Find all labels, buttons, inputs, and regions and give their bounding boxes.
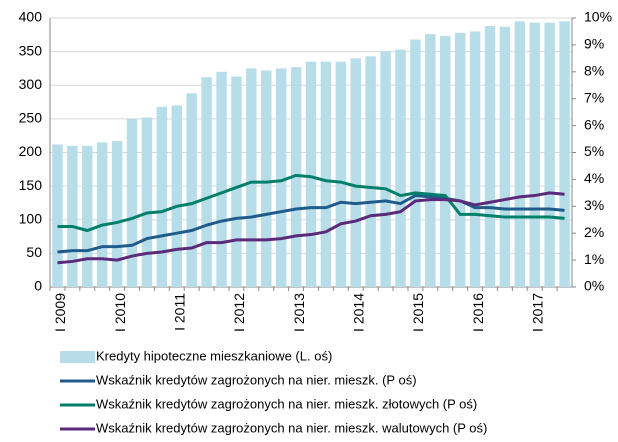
bar [275,68,287,287]
legend-label: Wskaźnik kredytów zagrożonych na nier. m… [96,372,417,387]
legend-label: Wskaźnik kredytów zagrożonych na nier. m… [96,420,487,435]
x-tick-label: I 2015 [410,293,426,332]
y2-tick-label: 3% [584,197,604,213]
y-tick-label: 350 [19,42,43,58]
bar [96,142,108,287]
x-tick-label: I 2012 [231,293,247,332]
bar [410,39,421,287]
bar [246,68,257,287]
bar [186,93,197,287]
bar [335,61,347,288]
x-tick-label: I 2016 [470,293,486,332]
bar [350,58,361,287]
x-tick-label: I 2011 [171,293,187,331]
bar [514,21,526,288]
y-tick-label: 100 [19,210,43,226]
bar [559,21,570,288]
line [57,191,565,265]
legend-label: Kredyty hipoteczne mieszkaniowe (L. oś) [96,348,332,363]
bar [261,70,272,287]
x-tick-label: I 2009 [52,293,68,332]
bar [380,51,391,287]
y2-tick-label: 10% [584,9,612,25]
bar [305,61,317,288]
bar [425,34,436,287]
bar [440,36,451,287]
y-tick-label: 0 [34,278,42,294]
bar [82,145,93,287]
bar [141,117,153,287]
bar [454,32,466,287]
bar [201,77,212,288]
bar [216,71,227,287]
bar [484,26,496,287]
y2-tick-label: 6% [584,116,604,132]
x-tick-label: I 2014 [350,293,366,332]
y2-tick-label: 5% [584,143,604,159]
line [57,173,565,233]
y-tick-label: 150 [19,177,43,193]
y2-tick-label: 4% [584,170,604,186]
x-tick-label: I 2017 [529,293,545,332]
bar [544,22,555,288]
bar [499,26,511,288]
bar [320,61,332,288]
bar [365,56,376,287]
legend-swatch [60,351,95,363]
line [57,194,565,254]
y-tick-label: 400 [19,9,43,25]
bar [171,105,182,287]
y-tick-label: 50 [26,244,42,260]
y2-tick-label: 1% [584,251,604,267]
bar [290,67,302,287]
y2-tick-label: 7% [584,89,604,105]
y2-tick-label: 9% [584,36,604,52]
y2-tick-label: 0% [584,278,604,294]
bar [111,141,123,287]
bar [52,144,63,287]
bar [529,22,540,288]
bar [67,145,78,287]
y-tick-label: 200 [19,143,43,159]
bar [231,76,242,287]
y-tick-label: 300 [19,76,43,92]
bar [156,106,168,288]
y-tick-label: 250 [19,110,43,126]
bar [395,49,406,287]
y2-tick-label: 2% [584,224,604,240]
bar [126,118,138,287]
bar [469,31,481,288]
x-tick-label: I 2013 [291,293,307,332]
x-tick-label: I 2010 [112,293,128,332]
y2-tick-label: 8% [584,63,604,79]
legend-label: Wskaźnik kredytów zagrożonych na nier. m… [96,396,477,411]
